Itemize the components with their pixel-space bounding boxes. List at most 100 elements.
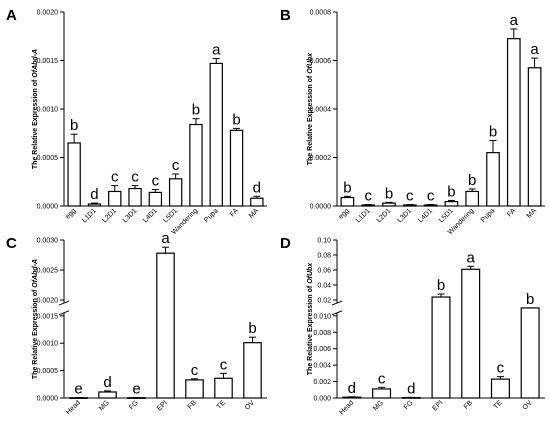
y-tick-label: 0.0020 bbox=[37, 10, 59, 17]
bar-group: b OV bbox=[243, 320, 262, 412]
bar-group: c L2D1 bbox=[101, 169, 122, 224]
y-tick-label: 0.004 bbox=[313, 363, 331, 370]
bar bbox=[486, 152, 500, 207]
category-label: MA bbox=[248, 207, 261, 220]
panel-letter: D bbox=[280, 235, 291, 252]
bar-group: a MA bbox=[526, 41, 542, 220]
y-tick-label: 0.0000 bbox=[37, 396, 59, 403]
bar bbox=[189, 123, 203, 207]
significance-letter: b bbox=[192, 102, 200, 119]
bar-group: c MG bbox=[372, 370, 392, 412]
bar-group: b L2D1 bbox=[376, 185, 396, 224]
bar bbox=[156, 252, 175, 399]
category-label: FG bbox=[128, 399, 140, 411]
bar bbox=[168, 178, 183, 207]
bar bbox=[431, 296, 451, 399]
significance-letter: d bbox=[253, 179, 261, 196]
bar-group: c L5D1 bbox=[162, 157, 183, 224]
significance-letter: c bbox=[152, 173, 160, 190]
significance-letter: b bbox=[437, 277, 445, 294]
category-label: L5D1 bbox=[162, 207, 179, 224]
y-tick-label: 0.0010 bbox=[37, 341, 59, 348]
category-label: FA bbox=[229, 207, 240, 218]
category-label: EPI bbox=[156, 399, 169, 412]
significance-letter: a bbox=[212, 42, 221, 59]
axis-break-mark bbox=[331, 300, 343, 316]
y-tick-label: 0.06 bbox=[317, 268, 331, 275]
category-label: L4D1 bbox=[142, 207, 159, 224]
significance-letter: b bbox=[232, 111, 240, 128]
y-tick-label: 0.0005 bbox=[37, 155, 59, 162]
category-label: L1D1 bbox=[81, 207, 98, 224]
y-axis-label: The Relative Expression of OfAbd-A bbox=[32, 49, 39, 169]
significance-letter: c bbox=[378, 370, 386, 387]
significance-letter: a bbox=[510, 12, 519, 29]
category-label: L2D1 bbox=[101, 207, 118, 224]
bar bbox=[527, 67, 542, 207]
significance-letter: d bbox=[407, 380, 415, 397]
significance-letter: c bbox=[364, 188, 372, 205]
significance-letter: a bbox=[467, 249, 476, 266]
significance-letter: a bbox=[161, 230, 170, 247]
y-tick-label: 0.0020 bbox=[37, 298, 59, 305]
y-tick-label: 0.0004 bbox=[310, 107, 332, 114]
y-tick-label: 0.0000 bbox=[37, 204, 59, 211]
bar bbox=[148, 191, 163, 207]
y-tick-label: 0.000 bbox=[313, 396, 331, 403]
y-tick-label: 0.08 bbox=[317, 253, 331, 260]
bar-group: c FB bbox=[185, 362, 204, 411]
significance-letter: b bbox=[385, 185, 393, 202]
bar bbox=[67, 142, 81, 207]
bar-group: d MG bbox=[98, 374, 117, 412]
category-label: Head bbox=[338, 399, 355, 416]
category-label: OV bbox=[521, 399, 533, 411]
category-label: MG bbox=[98, 399, 111, 412]
bar-group: d L1D1 bbox=[81, 186, 102, 224]
y-tick-label: 0.0025 bbox=[37, 268, 59, 275]
category-label: egg bbox=[338, 207, 351, 220]
bar bbox=[402, 204, 417, 207]
y-tick-label: 0.006 bbox=[313, 346, 331, 353]
category-label: Head bbox=[65, 399, 82, 416]
axis-break-mark bbox=[58, 300, 70, 316]
panel-letter: B bbox=[280, 7, 291, 24]
bar bbox=[465, 190, 480, 207]
panel-B: B The Relative Expression of OfUbx 0.0000 0… bbox=[280, 7, 545, 236]
bar bbox=[506, 38, 521, 207]
y-tick-label: 0.02 bbox=[317, 298, 331, 305]
category-label: FB bbox=[187, 399, 199, 411]
y-axis-label: The Relative Expression of OfUbx bbox=[307, 262, 314, 376]
significance-letter: c bbox=[406, 188, 414, 205]
bar bbox=[214, 377, 233, 399]
category-label: TE bbox=[493, 399, 505, 411]
category-label: FB bbox=[463, 399, 475, 411]
bar bbox=[361, 204, 376, 207]
significance-letter: c bbox=[172, 157, 180, 174]
category-label: egg bbox=[64, 207, 77, 220]
bar bbox=[243, 342, 262, 399]
bar-group: c L4D1 bbox=[142, 173, 163, 224]
bar bbox=[342, 396, 362, 399]
category-label: L3D1 bbox=[122, 207, 139, 224]
significance-letter: e bbox=[74, 381, 82, 398]
bar-group: b Pupa bbox=[480, 124, 500, 224]
bar-group: b egg bbox=[338, 179, 355, 221]
y-tick-label: 0.0010 bbox=[37, 107, 59, 114]
category-label: L5D1 bbox=[438, 207, 455, 224]
bar-group: a FB bbox=[461, 249, 481, 411]
category-label: Pupa bbox=[480, 207, 497, 224]
bar-group: d FG bbox=[401, 380, 421, 411]
y-tick-label: 0.04 bbox=[317, 283, 331, 290]
bar bbox=[520, 307, 540, 399]
significance-letter: d bbox=[103, 374, 111, 391]
bar-group: b EPI bbox=[431, 277, 451, 412]
bar bbox=[185, 379, 204, 399]
significance-letter: e bbox=[132, 381, 140, 398]
significance-letter: b bbox=[70, 117, 78, 134]
bar bbox=[209, 62, 223, 207]
significance-letter: b bbox=[343, 179, 351, 196]
bar-group: a EPI bbox=[156, 230, 175, 412]
